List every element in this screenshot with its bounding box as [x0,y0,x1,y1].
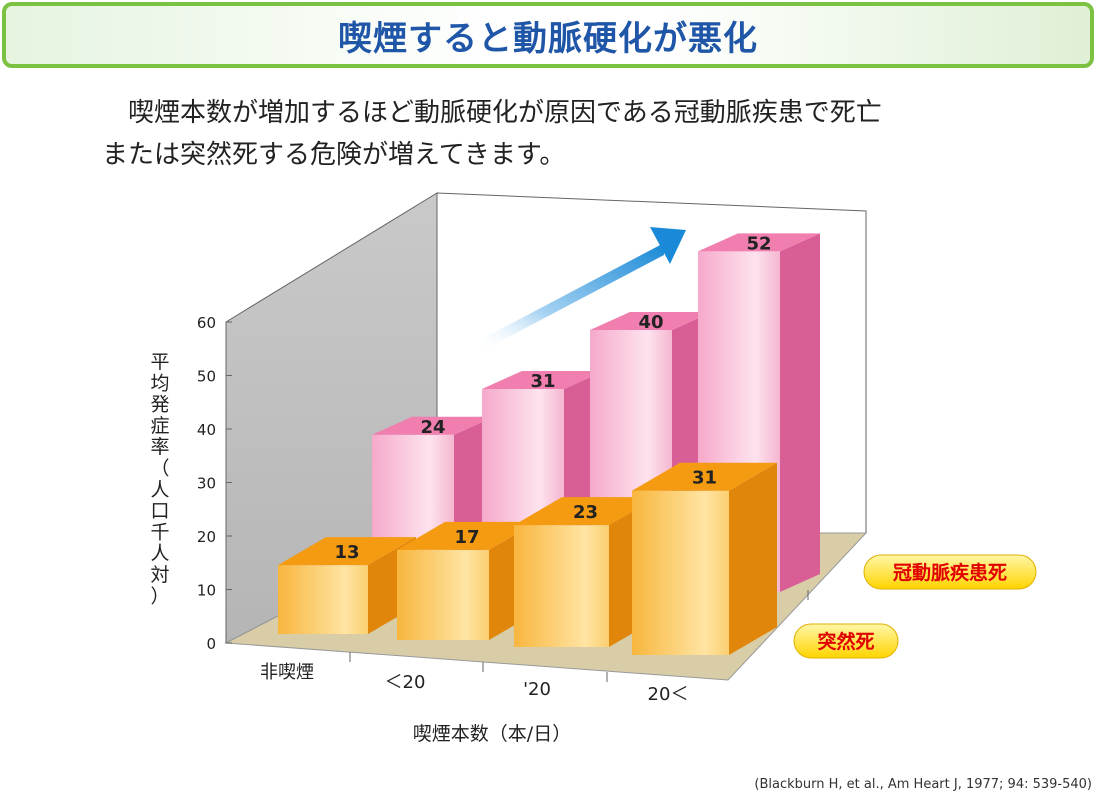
bar-front [632,490,729,655]
data-label: 31 [692,468,717,489]
y-tick-label: 0 [206,635,216,653]
y-tick-label: 30 [197,475,216,493]
bar-top [278,537,416,566]
bar-top [698,233,820,252]
data-label: 23 [573,502,598,523]
bar-front [278,565,368,634]
y-tick-label: 20 [197,528,216,546]
lead-line-1: 喫煙本数が増加するほど動脈硬化が原因である冠動脈疾患で死亡 [128,98,882,128]
data-label: 31 [530,371,555,392]
y-tick-label: 50 [197,368,216,386]
svg-text:平均発症率（人口千人対）: 平均発症率（人口千人対） [150,351,169,607]
x-axis: 非喫煙 ＜20 '20 20＜ [260,590,809,705]
bar-top [590,312,712,330]
legend-sudden: 突然死 [793,623,899,659]
x-tick-label: '20 [523,679,551,700]
bar-front [514,525,609,647]
y-tick-label: 60 [197,314,216,332]
data-label: 40 [638,312,663,333]
data-label: 13 [334,542,359,563]
lead-text: 喫煙本数が増加するほど動脈硬化が原因である冠動脈疾患で死亡 または突然死する危険… [102,92,1032,176]
bar-front [397,549,489,640]
bar-top [632,462,777,491]
y-tick-label: 10 [197,582,216,600]
y-tick-label: 40 [197,421,216,439]
series-sudden-bars: 13 17 23 31 [278,462,777,655]
bar-top [482,370,604,389]
y-axis-title: 平均発症率（人口千人対） [150,351,169,607]
bar-side [780,233,820,592]
legend-coronary: 冠動脈疾患死 [863,554,1037,590]
data-label: 52 [746,233,771,254]
bar-top [514,497,657,526]
lead-line-2: または突然死する危険が増えてきます。 [102,140,566,170]
bar-side [729,462,777,655]
bar: 17 [397,521,537,640]
x-tick-label: ＜20 [385,672,426,693]
bar: 31 [632,462,777,655]
data-label: 24 [420,417,445,438]
source-citation: (Blackburn H, et al., Am Heart J, 1977; … [754,777,1092,792]
legend-coronary-label: 冠動脈疾患死 [893,561,1007,584]
bar-top [372,416,494,435]
legend-sudden-label: 突然死 [817,630,874,653]
data-label: 17 [454,527,479,548]
x-tick-label: 非喫煙 [260,662,314,683]
page-title: 喫煙すると動脈硬化が悪化 [338,18,758,59]
x-tick-label: 20＜ [648,684,689,705]
title-banner: 喫煙すると動脈硬化が悪化 [2,2,1094,68]
x-axis-title: 喫煙本数（本/日） [413,723,571,745]
bar-top [397,521,537,550]
trend-arrow-icon [480,227,686,352]
y-axis: 0 10 20 30 40 50 60 [197,314,232,653]
